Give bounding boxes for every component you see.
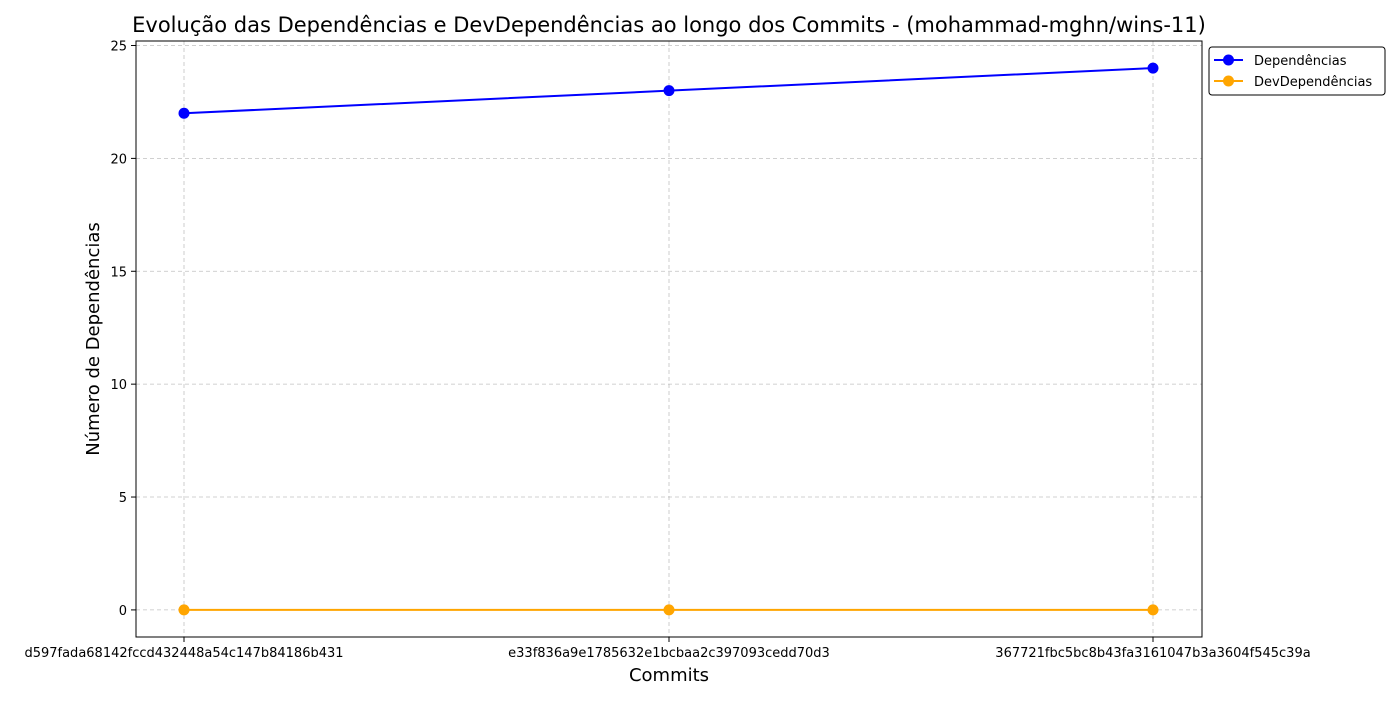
axis-ticks: d597fada68142fccd432448a54c147b84186b431…	[24, 40, 1310, 661]
series-1-point	[178, 107, 190, 119]
series-layer	[178, 62, 1159, 616]
y-tick-label: 20	[110, 152, 127, 167]
grid-lines	[136, 41, 1202, 637]
y-tick-label: 25	[110, 40, 127, 55]
x-tick-label: e33f836a9e1785632e1bcbaa2c397093cedd70d3	[508, 646, 830, 661]
legend-label-2: DevDependências	[1254, 75, 1372, 90]
series-1-point	[663, 85, 675, 97]
series-2-point	[1147, 604, 1159, 616]
x-tick-label: d597fada68142fccd432448a54c147b84186b431	[24, 646, 343, 661]
series-2-point	[663, 604, 675, 616]
legend-label-1: Dependências	[1254, 54, 1347, 69]
x-axis-label: Commits	[629, 665, 709, 686]
y-axis-label: Número de Dependências	[83, 222, 104, 456]
series-2-point	[178, 604, 190, 616]
chart-title: Evolução das Dependências e DevDependênc…	[132, 13, 1206, 37]
y-tick-label: 5	[119, 491, 127, 506]
series-1-point	[1147, 62, 1159, 74]
x-tick-label: 367721fbc5bc8b43fa3161047b3a3604f545c39a	[995, 646, 1310, 661]
y-tick-label: 0	[119, 604, 127, 619]
legend-marker-2	[1223, 75, 1234, 87]
legend: Dependências DevDependências	[1208, 46, 1386, 96]
y-tick-label: 10	[110, 378, 127, 393]
legend-marker-1	[1223, 54, 1234, 66]
legend-frame	[1208, 46, 1386, 96]
y-tick-label: 15	[110, 265, 127, 280]
